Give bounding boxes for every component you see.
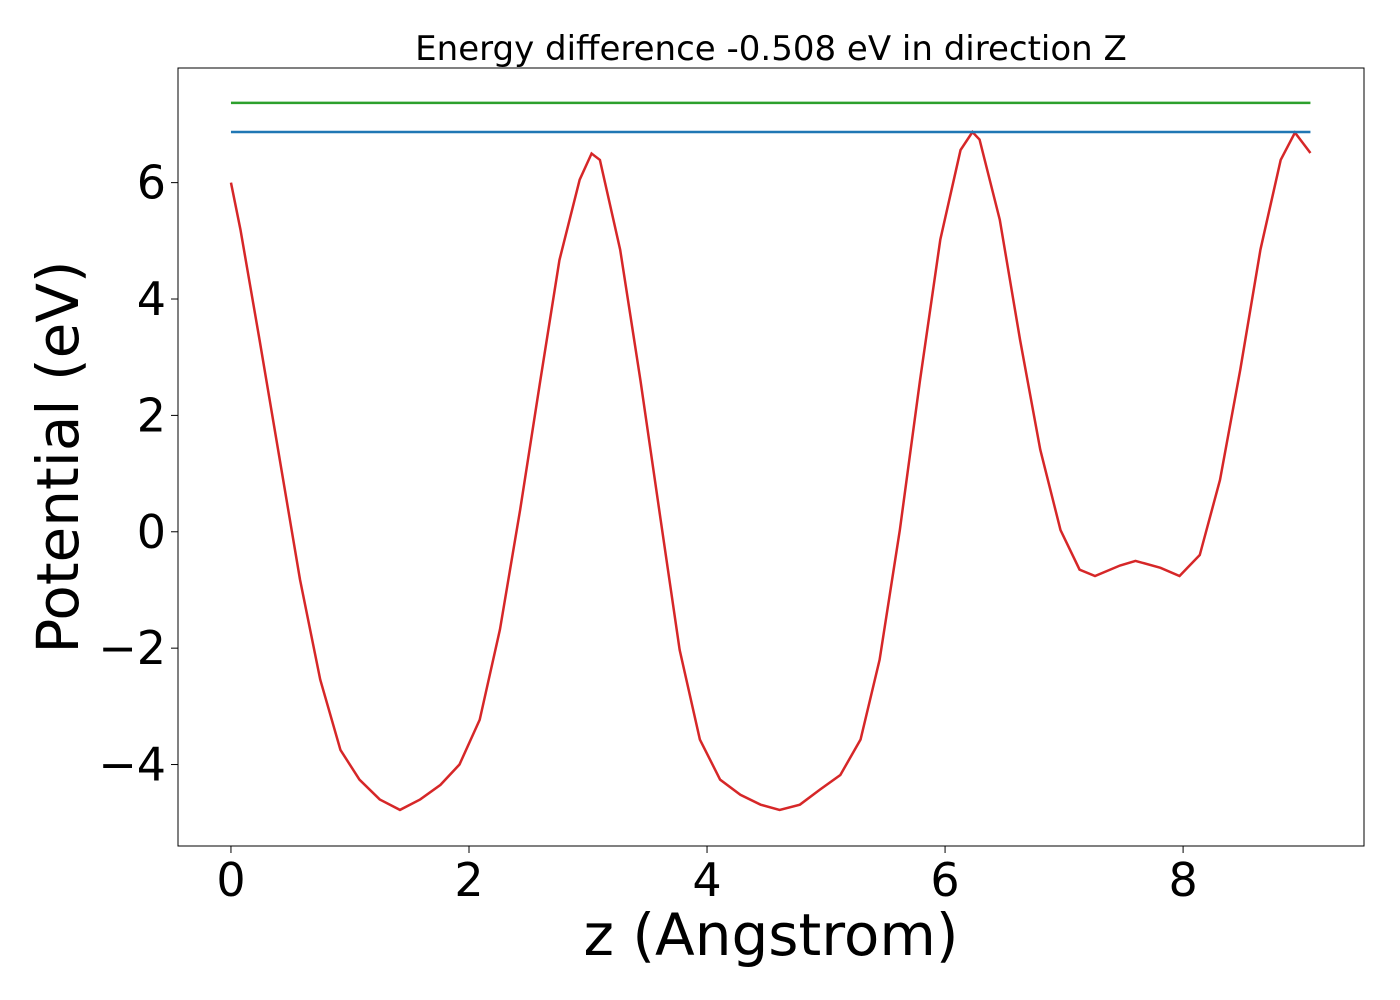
y-tick-label: 0: [137, 505, 166, 559]
x-axis-label: z (Angstrom): [584, 901, 959, 969]
x-tick-label: 2: [454, 853, 483, 907]
y-tick-label: −4: [98, 738, 166, 792]
x-tick-label: 4: [692, 853, 721, 907]
x-tick-label: 0: [216, 853, 245, 907]
x-tick-label: 6: [930, 853, 959, 907]
x-tick-label: 8: [1168, 853, 1197, 907]
line-series: [229, 130, 1312, 812]
y-tick-label: −2: [98, 621, 166, 675]
plot-frame: [177, 67, 1365, 847]
chart-title: Energy difference -0.508 eV in direction…: [415, 29, 1127, 69]
y-tick-label: 2: [137, 388, 166, 442]
y-tick-label: 4: [137, 272, 166, 326]
y-tick-label: 6: [137, 156, 166, 210]
y-axis-label: Potential (eV): [24, 260, 92, 653]
